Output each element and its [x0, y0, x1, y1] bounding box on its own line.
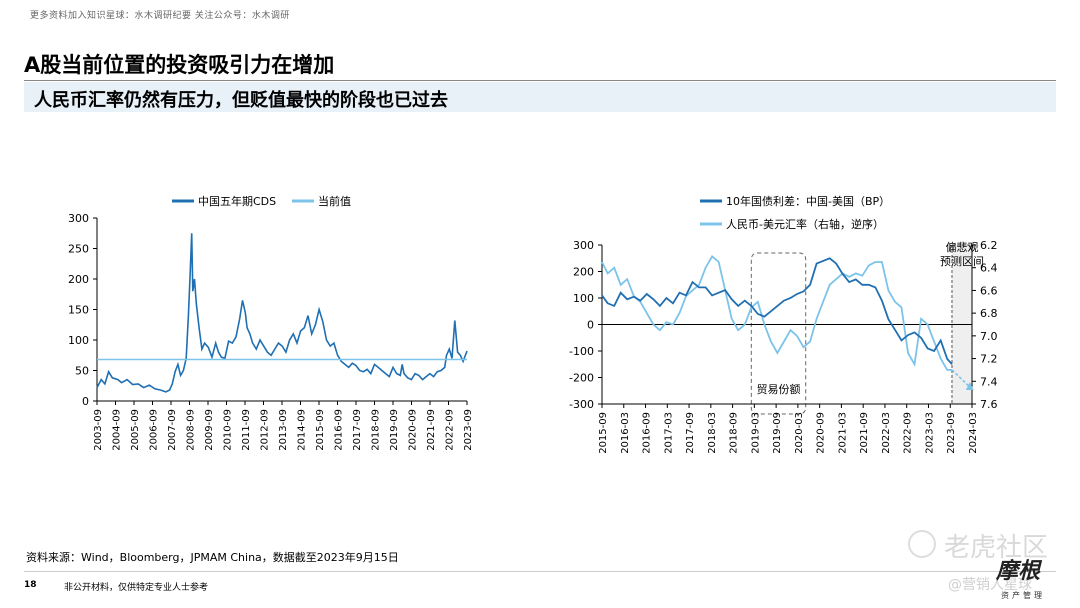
x-tick-label: 2023-03 — [924, 412, 935, 454]
footer-divider — [24, 571, 1056, 572]
forecast-label-line-2: 预测区间 — [940, 255, 984, 268]
y-tick-label: 250 — [68, 243, 89, 256]
x-tick-label: 2015-09 — [315, 409, 326, 451]
forecast-label-line-1: 偏悲观 — [945, 240, 978, 254]
x-tick-label: 2014-09 — [297, 409, 308, 451]
x-tick-label: 2006-09 — [149, 409, 160, 451]
y2-tick-label: 7.4 — [980, 375, 998, 388]
spread-series-line — [601, 257, 953, 365]
cds-series-line — [96, 233, 468, 393]
y-tick-label: 300 — [68, 212, 89, 225]
y-tick-label: -100 — [569, 345, 594, 358]
y-tick-label: 0 — [82, 395, 89, 408]
watermark-icon — [908, 530, 936, 558]
y2-tick-label: 6.6 — [980, 284, 998, 297]
x-tick-label: 2019-03 — [750, 412, 761, 454]
x-tick-label: 2021-09 — [859, 412, 870, 454]
x-tick-label: 2017-09 — [685, 412, 696, 454]
x-tick-label: 2023-09 — [946, 412, 957, 454]
y2-tick-label: 7.0 — [980, 330, 998, 343]
legend-label: 中国五年期CDS — [198, 194, 276, 208]
forecast-marker — [965, 381, 974, 390]
cds-chart: 0 50 100 150 200 250 300 2003-09 2004-09 2005-09 2… — [68, 194, 474, 451]
x-tick-label: 2020-09 — [816, 412, 827, 454]
x-tick-label: 2020-09 — [408, 409, 419, 451]
x-tick-label: 2012-09 — [260, 409, 271, 451]
x-tick-label: 2009-09 — [204, 409, 215, 451]
x-tick-label: 2022-09 — [903, 412, 914, 454]
x-tick-label: 2015-09 — [598, 412, 609, 454]
page-number: 18 — [24, 580, 37, 590]
top-note: 更多资料加入知识星球：水木调研纪要 关注公众号：水木调研 — [30, 11, 290, 21]
forecast-line — [951, 369, 971, 388]
y2-tick-label: 6.8 — [980, 307, 998, 320]
subtitle-bar — [24, 82, 1056, 112]
y2-tick-label: 7.6 — [980, 398, 998, 411]
legend-label: 人民币-美元汇率（右轴，逆序） — [726, 217, 884, 231]
x-tick-label: 2003-09 — [93, 409, 104, 451]
x-tick-label: 2007-09 — [167, 409, 178, 451]
fx-series-line — [601, 255, 952, 371]
x-tick-label: 2016-09 — [642, 412, 653, 454]
yield-spread-chart: 贸易份额 -300 -200 -100 0 100 200 300 6.2 6.4 6.6 6.8 7.… — [569, 194, 998, 454]
x-tick-label: 2017-03 — [663, 412, 674, 454]
page-title: A股当前位置的投资吸引力在增加 — [24, 53, 335, 77]
y-tick-label: -200 — [569, 372, 594, 385]
trade-share-box — [750, 252, 807, 415]
trade-share-label: 贸易份额 — [757, 383, 801, 396]
y-tick-label: 100 — [573, 292, 594, 305]
x-tick-label: 2004-09 — [112, 409, 123, 451]
page-subtitle: 人民币汇率仍然有压力，但贬值最快的阶段也已过去 — [34, 90, 448, 111]
y-tick-label: 50 — [75, 365, 89, 378]
x-tick-label: 2018-09 — [729, 412, 740, 454]
x-tick-label: 2018-03 — [707, 412, 718, 454]
watermark: 老虎社区 — [944, 533, 1049, 563]
x-tick-label: 2022-03 — [881, 412, 892, 454]
x-tick-label: 2013-09 — [278, 409, 289, 451]
x-tick-label: 2019-09 — [772, 412, 783, 454]
y-tick-label: 150 — [68, 304, 89, 317]
y2-tick-label: 6.4 — [980, 262, 998, 275]
x-tick-label: 2019-09 — [389, 409, 400, 451]
legend-label: 当前值 — [318, 194, 351, 208]
y-tick-label: 200 — [68, 273, 89, 286]
x-tick-label: 2010-09 — [223, 409, 234, 451]
x-tick-label: 2020-03 — [794, 412, 805, 454]
y-tick-label: -300 — [569, 398, 594, 411]
footer-note: 非公开材料，仅供特定专业人士参考 — [64, 583, 209, 593]
x-tick-label: 2016-09 — [334, 409, 345, 451]
y-tick-label: 0 — [587, 319, 594, 332]
logo-subtitle: 资产管理 — [1001, 591, 1045, 600]
x-tick-label: 2017-09 — [352, 409, 363, 451]
x-tick-label: 2022-09 — [445, 409, 456, 451]
x-tick-label: 2024-03 — [968, 412, 979, 454]
title-divider — [24, 80, 1056, 81]
x-tick-label: 2008-09 — [186, 409, 197, 451]
y2-tick-label: 7.2 — [980, 353, 998, 366]
y-tick-label: 100 — [68, 334, 89, 347]
x-tick-label: 2016-03 — [620, 412, 631, 454]
logo: 摩根 — [996, 558, 1041, 584]
legend-label: 10年国债利差：中国-美国（BP） — [726, 194, 890, 208]
x-tick-label: 2021-09 — [426, 409, 437, 451]
source-note: 资料来源：Wind，Bloomberg，JPMAM China，数据截至2023… — [26, 551, 399, 564]
watermark-secondary: @营销人星球 — [948, 577, 1032, 593]
x-tick-label: 2011-09 — [241, 409, 252, 451]
x-tick-label: 2021-03 — [837, 412, 848, 454]
y2-tick-label: 6.2 — [980, 239, 998, 252]
x-tick-label: 2005-09 — [130, 409, 141, 451]
x-tick-label: 2023-09 — [463, 409, 474, 451]
x-tick-label: 2018-09 — [371, 409, 382, 451]
y-tick-label: 300 — [573, 239, 594, 252]
y-tick-label: 200 — [573, 266, 594, 279]
